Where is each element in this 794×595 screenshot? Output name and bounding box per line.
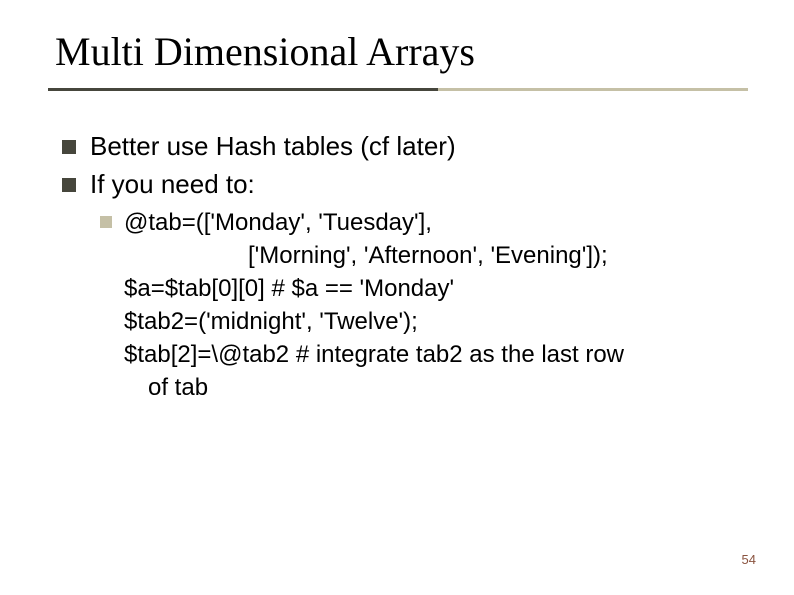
sub-line-2: $a=$tab[0][0] # $a == 'Monday' (124, 272, 742, 305)
sub-bullet-1b-text: ['Morning', 'Afternoon', 'Evening']); (248, 239, 742, 272)
sub-bullet-1-text: @tab=(['Monday', 'Tuesday'], (124, 206, 432, 239)
page-number: 54 (742, 552, 756, 567)
title-underline-light (438, 88, 748, 91)
square-subbullet-icon (100, 216, 112, 228)
sub-line-4: $tab[2]=\@tab2 # integrate tab2 as the l… (124, 338, 742, 371)
slide: Multi Dimensional Arrays Better use Hash… (0, 0, 794, 595)
sub-bullet-block: @tab=(['Monday', 'Tuesday'], ['Morning',… (100, 206, 742, 405)
bullet-1-text: Better use Hash tables (cf later) (90, 130, 456, 164)
bullet-1: Better use Hash tables (cf later) (62, 130, 742, 164)
bullet-2: If you need to: (62, 168, 742, 202)
slide-body: Better use Hash tables (cf later) If you… (62, 130, 742, 404)
square-bullet-icon (62, 178, 76, 192)
sub-line-3: $tab2=('midnight', 'Twelve'); (124, 305, 742, 338)
sub-bullet-1: @tab=(['Monday', 'Tuesday'], (100, 206, 742, 239)
bullet-2-text: If you need to: (90, 168, 255, 202)
square-bullet-icon (62, 140, 76, 154)
sub-line-4b: of tab (148, 371, 742, 404)
title-underline-dark (48, 88, 438, 91)
slide-title: Multi Dimensional Arrays (55, 28, 475, 75)
